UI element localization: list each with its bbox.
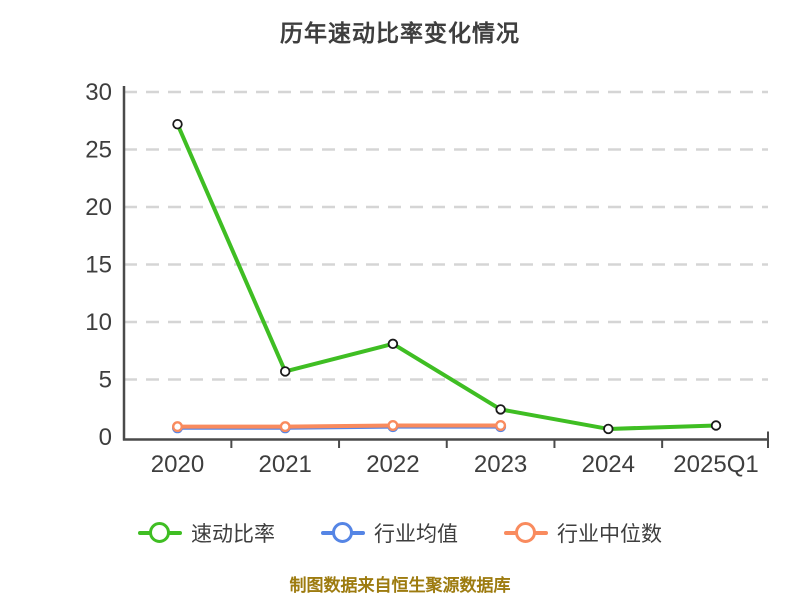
series-line-行业中位数 <box>175 423 503 429</box>
series-line-速动比率 <box>175 122 718 431</box>
data-point-速动比率 <box>603 423 614 435</box>
y-axis-label-25: 25 <box>85 137 112 164</box>
legend-label-industry-median: 行业中位数 <box>557 523 662 546</box>
y-axis-label-20: 20 <box>85 194 112 221</box>
x-axis-label-2023: 2023 <box>474 451 527 478</box>
y-axis-label-15: 15 <box>85 252 112 279</box>
legend-circle-icon <box>332 522 353 543</box>
legend-circle-icon <box>149 522 170 543</box>
legend-marker-quick-ratio <box>138 522 182 544</box>
data-point-速动比率 <box>172 118 183 130</box>
data-point-速动比率 <box>280 366 291 377</box>
y-axis-label-0: 0 <box>99 424 112 451</box>
legend-circle-icon <box>515 522 536 543</box>
chart-legend: 速动比率 行业均值 行业中位数 <box>0 518 800 548</box>
data-point-行业中位数 <box>387 420 399 432</box>
x-axis-label-2024: 2024 <box>582 451 635 478</box>
legend-label-industry-mean: 行业均值 <box>374 523 458 546</box>
legend-label-quick-ratio: 速动比率 <box>191 523 275 546</box>
x-axis-label-2025Q1: 2025Q1 <box>673 451 758 478</box>
x-axis-label-2020: 2020 <box>151 451 204 478</box>
y-axis-label-30: 30 <box>85 79 112 106</box>
x-axis-label-2022: 2022 <box>366 451 419 478</box>
legend-item-industry-mean: 行业均值 <box>321 518 458 548</box>
legend-marker-industry-mean <box>321 522 365 544</box>
x-axis-label-2021: 2021 <box>259 451 312 478</box>
y-axis-label-5: 5 <box>99 367 112 394</box>
data-point-行业中位数 <box>279 421 291 433</box>
chart-title: 历年速动比率变化情况 <box>280 20 520 46</box>
data-point-速动比率 <box>387 338 399 350</box>
data-source-note: 制图数据来自恒生聚源数据库 <box>289 576 511 595</box>
data-point-速动比率 <box>710 420 722 431</box>
data-point-速动比率 <box>495 404 506 415</box>
legend-item-industry-median: 行业中位数 <box>504 518 662 548</box>
quick-ratio-line-chart: 0 5 10 15 20 25 30 2020 2021 2022 2023 2024 2025Q1 <box>85 79 769 478</box>
data-point-行业中位数 <box>495 420 507 432</box>
data-point-行业中位数 <box>171 421 183 433</box>
legend-item-quick-ratio: 速动比率 <box>138 518 275 548</box>
legend-marker-industry-median <box>504 522 548 544</box>
y-axis-label-10: 10 <box>85 309 112 336</box>
